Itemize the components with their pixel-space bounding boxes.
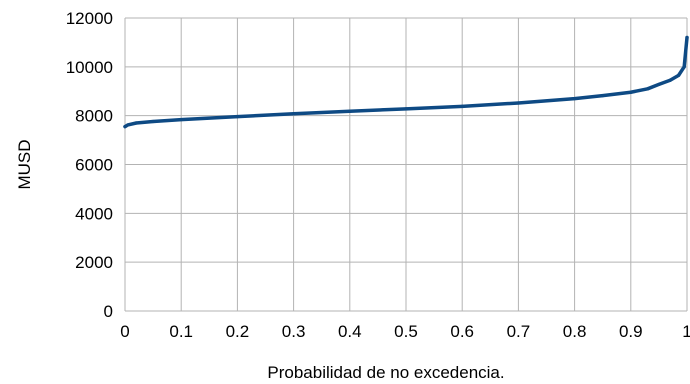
data-point	[179, 117, 183, 122]
x-axis-title: Probabilidad de no excedencia.	[267, 363, 504, 382]
data-point	[123, 125, 127, 129]
data-point	[601, 94, 605, 98]
y-tick-label: 6000	[75, 156, 113, 175]
x-tick-label: 0.5	[394, 322, 418, 341]
data-point	[404, 107, 408, 111]
data-point	[668, 78, 672, 82]
x-tick-label: 0.6	[450, 322, 474, 341]
y-axis-title: MUSD	[15, 139, 34, 189]
data-point	[151, 119, 155, 124]
data-point	[126, 123, 130, 127]
data-point	[657, 82, 661, 87]
grid	[124, 17, 688, 312]
data-point	[682, 65, 686, 69]
x-tick-label: 1	[682, 322, 690, 341]
y-tick-label: 12000	[66, 9, 113, 28]
data-point	[235, 115, 239, 119]
x-tick-label: 0.8	[563, 322, 587, 341]
data-point	[573, 96, 577, 101]
x-tick-label: 0.9	[619, 322, 643, 341]
y-tick-label: 0	[104, 302, 113, 321]
data-point	[292, 112, 296, 116]
y-tick-label: 2000	[75, 253, 113, 272]
y-tick-label: 8000	[75, 107, 113, 126]
data-point	[460, 104, 464, 108]
x-tick-label: 0.1	[169, 322, 193, 341]
x-tick-label: 0	[120, 322, 129, 341]
x-tick-label: 0.4	[338, 322, 362, 341]
tick-labels: 0 0.1 0.2 0.3 0.4 0.5 0.6 0.7 0.8 0.9 1 0 2000 4000 60…	[66, 9, 690, 341]
x-tick-label: 0.2	[226, 322, 250, 341]
data-point	[685, 35, 689, 40]
data-point	[676, 73, 681, 77]
axes	[124, 18, 687, 312]
y-tick-label: 10000	[66, 58, 113, 77]
y-tick-label: 4000	[75, 204, 113, 223]
data-point	[629, 90, 633, 94]
data-point	[646, 87, 650, 91]
data-point	[348, 109, 352, 113]
data-point	[134, 121, 138, 125]
series-line	[123, 35, 689, 129]
x-tick-label: 0.3	[282, 322, 306, 341]
series-group	[123, 35, 689, 129]
data-point	[516, 101, 521, 105]
x-tick-label: 0.7	[507, 322, 531, 341]
